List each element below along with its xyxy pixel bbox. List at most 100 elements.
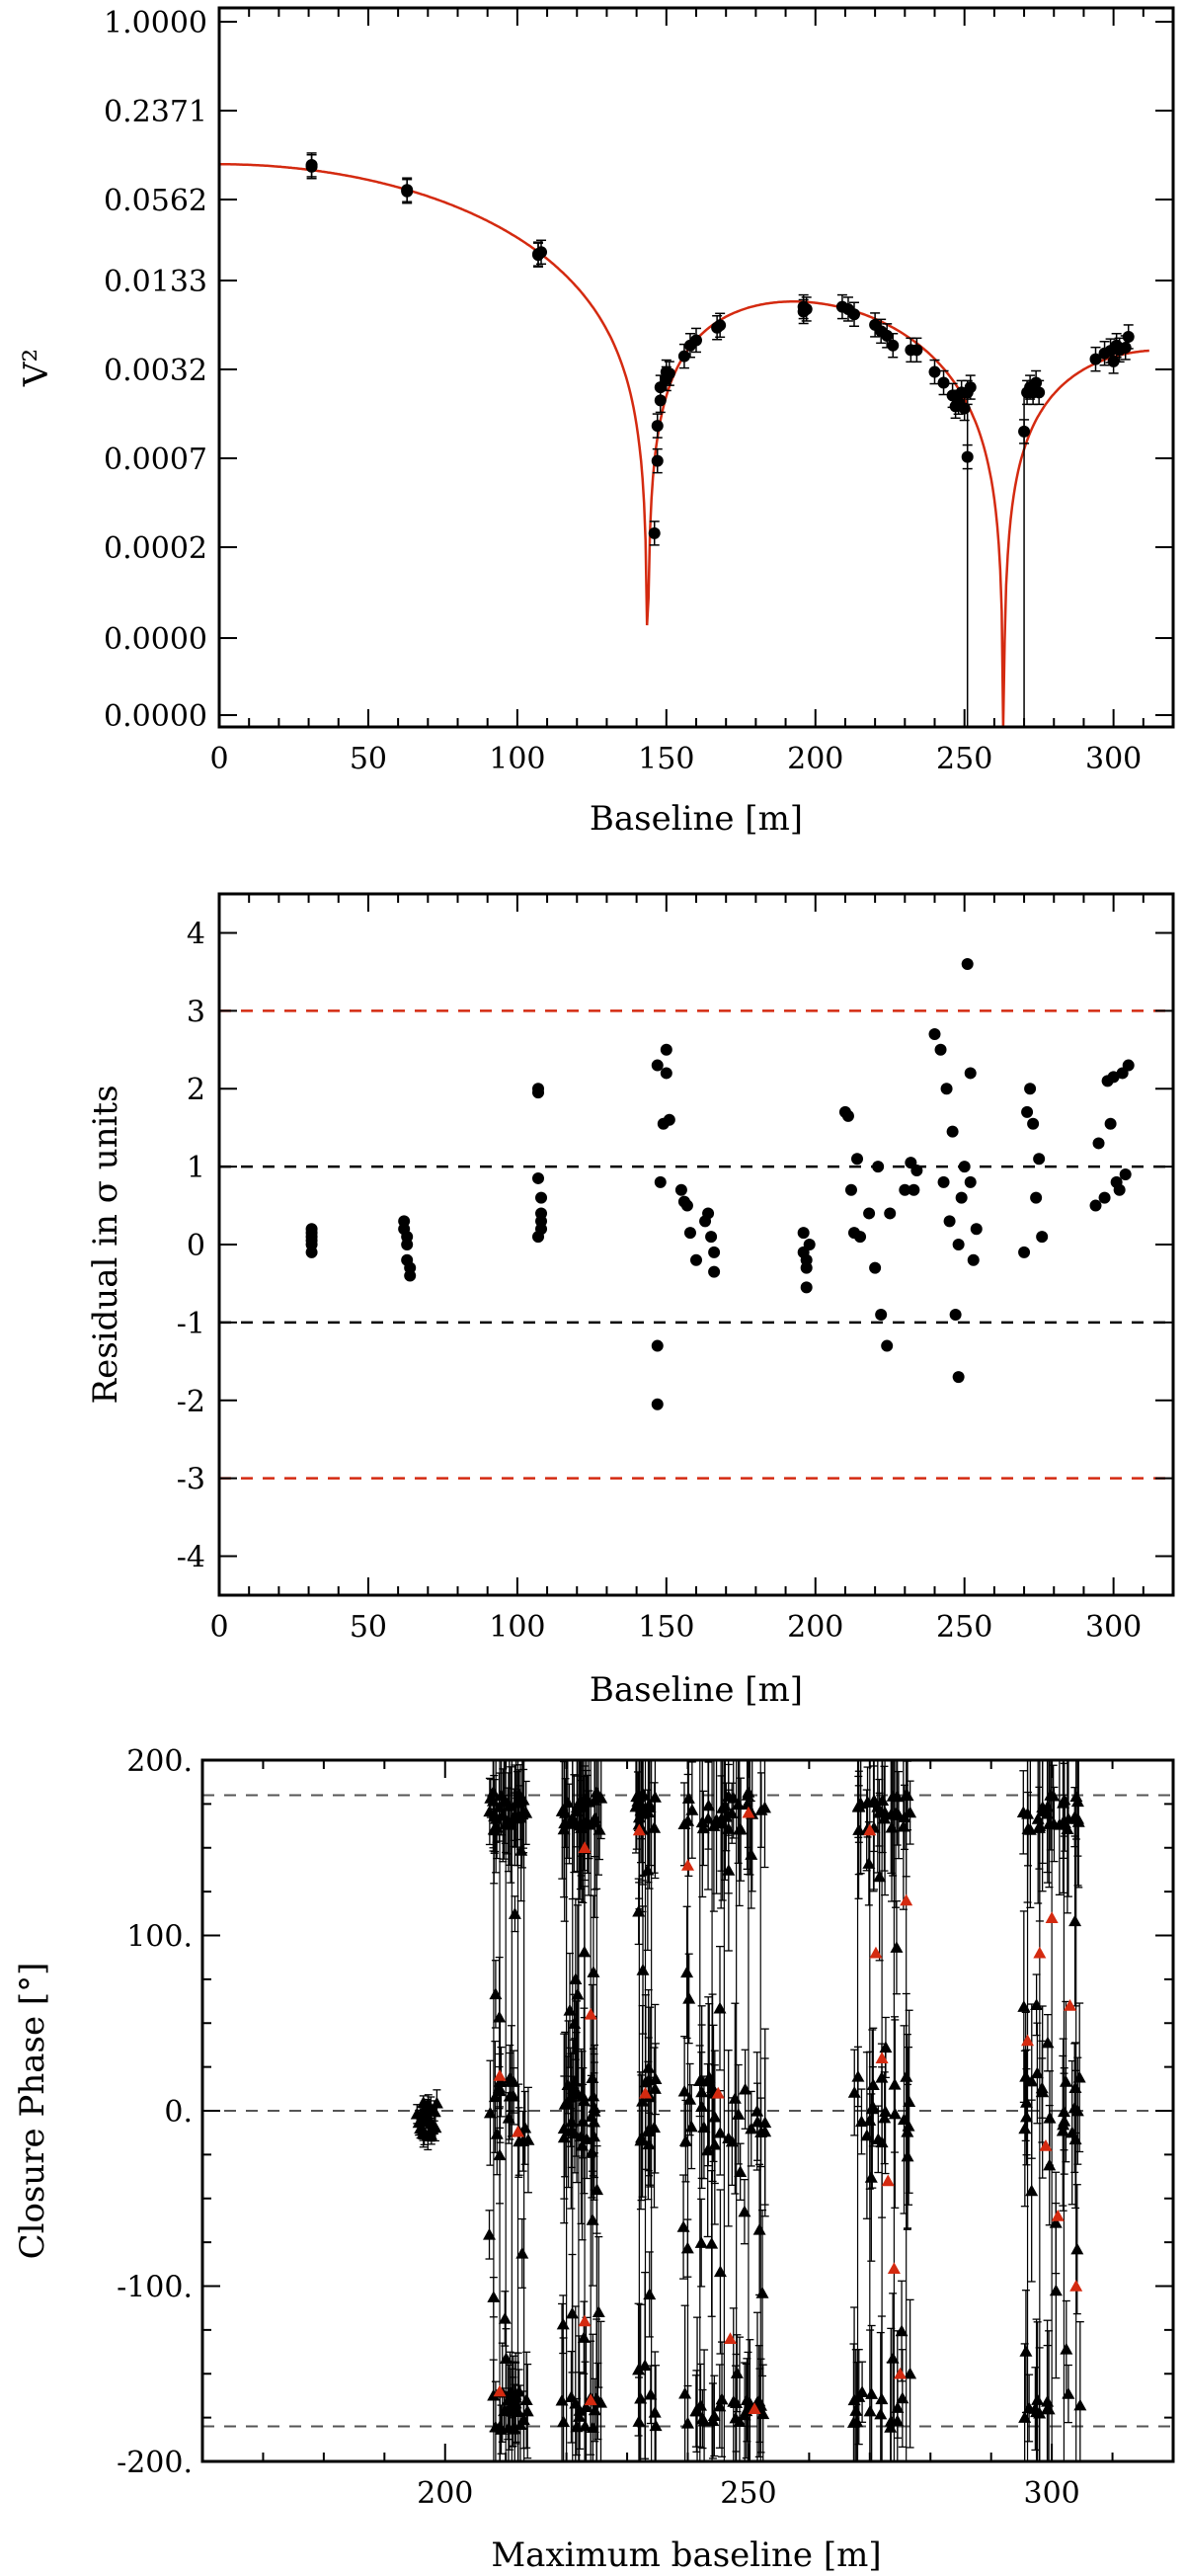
closure-observed-point [498,2311,512,2324]
visibility-xtick-label: 250 [936,742,992,776]
panel-closure-phase-xlabel: Maximum baseline [m] [491,2536,881,2575]
closure-observed-point [424,2104,437,2117]
closure-observed-point [571,1987,585,2000]
residual-point [1104,1117,1117,1130]
closure-observed-point [734,2165,748,2177]
panel-closure-phase: 200 250 300 200. 100. 0. -100. -200. Maximum ba… [13,1744,1175,2575]
closure-observed-point [577,2331,591,2343]
closure-observed-point [890,1941,904,1953]
visibility-model-curve [220,163,1149,728]
residual-xtick-label: 250 [936,1610,992,1645]
visibility-point [881,329,894,342]
closure-observed-point [1049,2284,1063,2296]
residual-point [875,1309,888,1321]
residual-point [937,1175,950,1188]
closure-observed-point [1019,2110,1033,2123]
closure-observed-point [901,1789,914,1802]
closure-observed-point [755,2287,769,2298]
closure-observed-point [1068,1914,1082,1927]
residual-point [705,1231,718,1244]
residual-point [797,1227,810,1240]
closure-observed-point [562,2097,576,2110]
visibility-xtick-label: 100 [489,742,545,776]
closure-observed-point [636,1964,650,1975]
closure-xtick-label: 200 [417,2476,473,2511]
closure-model-point [584,2007,597,2020]
residual-point [1036,1231,1049,1244]
closure-observed-point [422,2097,435,2109]
visibility-xtick-label: 50 [350,742,387,776]
residual-point [651,1339,664,1352]
closure-observed-point [706,2414,720,2427]
closure-observed-point [1041,2036,1055,2049]
residual-point [863,1207,876,1220]
closure-observed-point [901,2149,914,2162]
closure-observed-point [684,2120,698,2133]
closure-observed-point [501,1813,514,1826]
residual-point [404,1261,417,1274]
closure-observed-point [425,2123,438,2135]
residual-xtick-label: 150 [638,1610,694,1645]
visibility-point [648,526,661,539]
visibility-xtick-label: 150 [638,742,694,776]
residual-point [955,1191,968,1204]
residual-point [674,1183,687,1196]
closure-observed-point [1016,1806,1030,1818]
residual-point [651,1059,664,1072]
residual-point [934,1043,947,1056]
visibility-point [937,376,950,389]
closure-model-point [881,2174,895,2187]
residual-point [803,1239,816,1250]
closure-observed-point [1057,2118,1070,2131]
residual-point [532,1087,545,1099]
closure-model-point [900,1893,913,1906]
closure-model-point [1039,2139,1053,2151]
closure-observed-point [713,2399,727,2412]
closure-observed-point [865,2387,879,2399]
residual-point [1089,1199,1102,1212]
closure-observed-point [713,2126,727,2138]
closure-observed-point [519,2393,533,2405]
closure-observed-point [1047,1789,1061,1802]
residual-point [1107,1071,1120,1084]
closure-model-point [1064,1999,1077,2011]
closure-observed-point [494,2075,508,2087]
closure-observed-point [756,2407,770,2420]
closure-observed-point [895,2324,908,2337]
closure-observed-point [1059,2075,1072,2087]
closure-observed-point [634,1804,648,1816]
closure-observed-point [577,2094,591,2107]
closure-observed-point [695,1815,709,1828]
residual-xtick-label: 100 [489,1610,545,1645]
closure-observed-point [708,2137,722,2150]
panel-closure-phase-ylabel: Closure Phase [°] [13,1963,52,2260]
residual-point [952,1239,965,1250]
residual-point [943,1215,956,1228]
closure-observed-point [1070,2104,1084,2117]
closure-observed-point [634,2133,648,2146]
closure-observed-point [644,2387,658,2400]
closure-model-point [742,1806,755,1818]
closure-observed-point [592,2305,605,2318]
residual-point [800,1281,813,1294]
residual-ytick-label: 0 [187,1229,205,1263]
closure-model-point [1045,1911,1059,1923]
residual-xtick-label: 300 [1085,1610,1142,1645]
visibility-ytick-label: 0.0562 [104,184,207,218]
visibility-ytick-label: 0.2371 [104,95,207,129]
residual-point [660,1043,672,1056]
closure-model-point [638,2086,652,2099]
closure-model-point [584,2393,597,2406]
panel-residuals-ylabel: Residual in σ units [86,1085,125,1404]
residual-point [881,1339,894,1352]
residual-point [680,1199,693,1212]
residual-point [970,1223,983,1236]
visibility-point [651,420,664,433]
residual-point [872,1161,885,1173]
closure-observed-point [877,1811,891,1824]
closure-observed-point [719,1810,733,1822]
residual-point [654,1175,667,1188]
closure-observed-point [713,2001,727,2014]
closure-observed-point [741,1798,754,1811]
